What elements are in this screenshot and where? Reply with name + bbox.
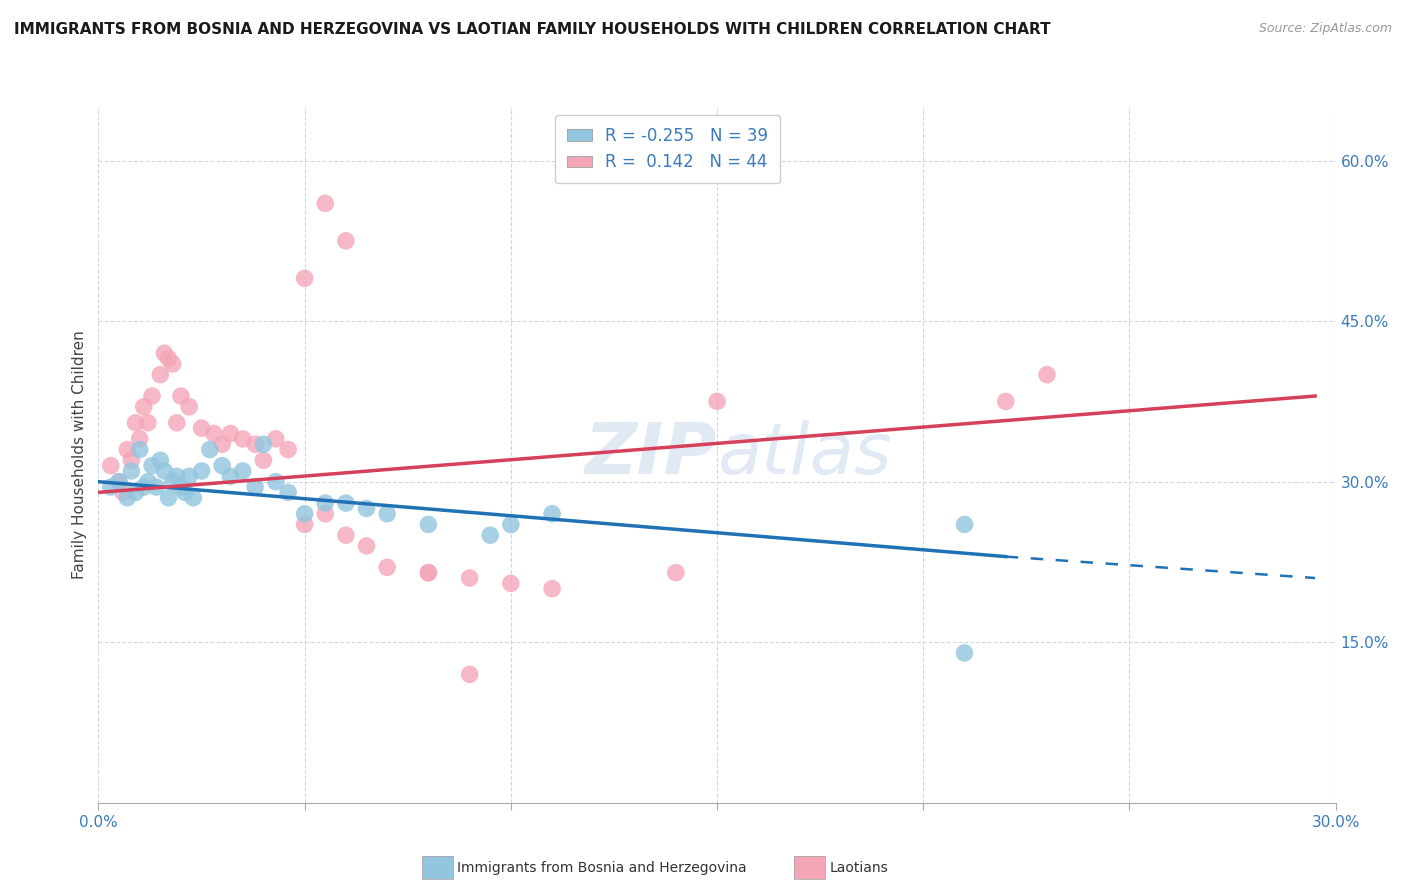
Point <box>219 469 242 483</box>
Point <box>335 528 357 542</box>
Point <box>356 501 378 516</box>
Point <box>294 271 316 285</box>
Point <box>264 475 287 489</box>
Point <box>418 566 440 580</box>
Point <box>232 464 254 478</box>
Point <box>128 442 150 457</box>
Point <box>157 351 180 366</box>
Point <box>211 458 233 473</box>
Point <box>190 464 212 478</box>
Point <box>335 496 357 510</box>
Point <box>541 507 564 521</box>
Point <box>190 421 212 435</box>
Point <box>458 667 481 681</box>
Point <box>277 442 299 457</box>
Point <box>953 517 976 532</box>
Text: IMMIGRANTS FROM BOSNIA AND HERZEGOVINA VS LAOTIAN FAMILY HOUSEHOLDS WITH CHILDRE: IMMIGRANTS FROM BOSNIA AND HERZEGOVINA V… <box>14 22 1050 37</box>
Point <box>170 480 193 494</box>
Point <box>136 475 159 489</box>
Point <box>170 389 193 403</box>
Point <box>108 475 131 489</box>
Point <box>375 560 398 574</box>
Point <box>541 582 564 596</box>
Text: atlas: atlas <box>717 420 891 490</box>
Point <box>314 507 336 521</box>
Point <box>117 491 139 505</box>
Point <box>166 469 188 483</box>
Point <box>141 458 163 473</box>
Point <box>174 485 197 500</box>
Point <box>157 491 180 505</box>
Point <box>166 416 188 430</box>
Point <box>153 346 176 360</box>
Point <box>264 432 287 446</box>
Point <box>153 464 176 478</box>
Y-axis label: Family Households with Children: Family Households with Children <box>72 331 87 579</box>
Point <box>953 646 976 660</box>
Point <box>314 496 336 510</box>
Point <box>418 517 440 532</box>
Point <box>179 400 201 414</box>
Text: Laotians: Laotians <box>830 861 889 875</box>
Point <box>198 442 221 457</box>
Point <box>479 528 502 542</box>
Point <box>141 389 163 403</box>
Point <box>120 453 142 467</box>
Point <box>294 517 316 532</box>
Point <box>108 475 131 489</box>
Point <box>706 394 728 409</box>
Point <box>124 416 146 430</box>
Point <box>458 571 481 585</box>
Point <box>162 475 184 489</box>
Point <box>112 485 135 500</box>
Point <box>202 426 225 441</box>
Point <box>252 437 274 451</box>
Point <box>375 507 398 521</box>
Point <box>232 432 254 446</box>
Point <box>252 453 274 467</box>
Point <box>277 485 299 500</box>
Point <box>335 234 357 248</box>
Text: Source: ZipAtlas.com: Source: ZipAtlas.com <box>1258 22 1392 36</box>
Point <box>499 576 522 591</box>
Point <box>294 507 316 521</box>
Point <box>314 196 336 211</box>
Text: ZIP: ZIP <box>585 420 717 490</box>
Point <box>499 517 522 532</box>
Point <box>124 485 146 500</box>
Point <box>219 426 242 441</box>
Point <box>162 357 184 371</box>
Point <box>136 416 159 430</box>
Point <box>145 480 167 494</box>
Text: Immigrants from Bosnia and Herzegovina: Immigrants from Bosnia and Herzegovina <box>457 861 747 875</box>
Point <box>132 480 155 494</box>
Point <box>179 469 201 483</box>
Point <box>128 432 150 446</box>
Point <box>149 368 172 382</box>
Point <box>243 437 266 451</box>
Point <box>181 491 204 505</box>
Point <box>665 566 688 580</box>
Point <box>120 464 142 478</box>
Point <box>149 453 172 467</box>
Legend: R = -0.255   N = 39, R =  0.142   N = 44: R = -0.255 N = 39, R = 0.142 N = 44 <box>555 115 780 183</box>
Point <box>994 394 1017 409</box>
Point <box>100 480 122 494</box>
Point <box>132 400 155 414</box>
Point <box>117 442 139 457</box>
Point <box>100 458 122 473</box>
Point <box>243 480 266 494</box>
Point <box>211 437 233 451</box>
Point <box>418 566 440 580</box>
Point <box>356 539 378 553</box>
Point <box>1036 368 1059 382</box>
